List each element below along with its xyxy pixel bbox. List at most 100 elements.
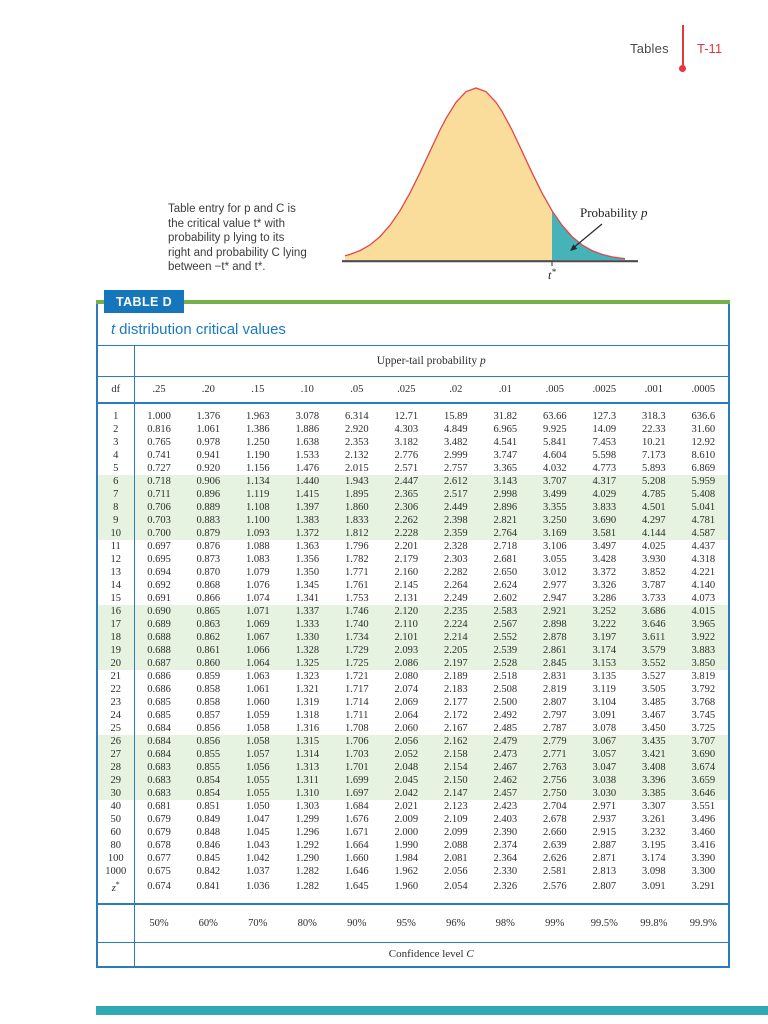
t-value-cell: 2.150 [431,774,481,787]
t-value-cell: 3.195 [641,840,666,851]
t-distribution-curve-figure: Probability p t* [342,87,648,282]
t-value-cell: 2.500 [493,697,518,708]
t-value-cell: 2.776 [394,450,419,461]
table-row: 8 0.706 0.889 1.108 1.397 1.860 2.306 2.449 2.89… [98,501,728,514]
t-value-cell: 1.036 [245,881,270,892]
t-value-cell: 0.854 [183,774,233,787]
confidence-label-row: Confidence level C [98,942,728,966]
t-value-cell: 8.610 [691,450,716,461]
df-cell: 22 [98,683,135,696]
t-value-cell: 3.850 [678,657,728,670]
t-value-cell: 2.306 [381,501,431,514]
t-value-cell: 1.721 [344,671,369,682]
df-cell: 1 [98,403,135,423]
t-value-cell: 1.328 [282,644,332,657]
t-value-cell: 2.462 [480,774,530,787]
t-star-axis-label: t* [548,267,556,282]
t-value-cell: 2.086 [381,657,431,670]
df-column-header: df [98,376,135,404]
t-value-cell: 2.262 [381,514,431,527]
table-row: 12 0.695 0.873 1.083 1.356 1.782 2.179 2.303 2.6… [98,553,728,566]
t-value-cell: 2.681 [493,554,518,565]
t-value-cell: 3.372 [592,567,617,578]
table-row: 13 0.694 0.870 1.079 1.350 1.771 2.160 2.282 2.6… [98,566,728,579]
df-cell: 4 [98,449,135,462]
t-value-cell: 2.015 [344,463,369,474]
caption-line: between −t* and t*. [168,261,266,274]
t-value-cell: 3.421 [629,748,679,761]
t-value-cell: 2.154 [431,761,481,774]
t-value-cell: 4.773 [592,463,617,474]
t-value-cell: 318.3 [641,411,666,422]
t-value-cell: 1.059 [245,710,270,721]
t-value-cell: 1.886 [295,424,320,435]
t-value-cell: 1.079 [245,567,270,578]
t-value-cell: 2.571 [394,463,419,474]
t-value-cell: 4.144 [629,527,679,540]
t-value-cell: 2.492 [493,710,518,721]
t-value-cell: 2.576 [542,881,567,892]
t-value-cell: 4.140 [691,580,716,591]
t-value-cell: 2.539 [480,644,530,657]
t-value-cell: 1.311 [282,774,332,787]
table-row: 14 0.692 0.868 1.076 1.345 1.761 2.145 2.264 2.6… [98,579,728,592]
t-value-cell: 1.083 [245,554,270,565]
t-value-cell: 1.943 [332,475,382,488]
t-value-cell: 1.323 [295,671,320,682]
t-value-cell: 2.045 [381,774,431,787]
table-row: z* 0.674 0.841 1.036 1.282 1.645 1.960 2.054 2.3… [98,878,728,904]
t-value-cell: 3.552 [629,657,679,670]
t-value-cell: 1.717 [344,684,369,695]
t-value-cell: 3.067 [579,735,629,748]
t-value-cell: 0.711 [134,488,184,501]
table-row: 17 0.689 0.863 1.069 1.333 1.740 2.110 2.224 2.5… [98,618,728,631]
t-value-cell: 6.314 [344,411,369,422]
t-value-cell: 2.235 [431,605,481,618]
t-value-cell: 0.706 [134,501,184,514]
t-value-cell: 7.173 [641,450,666,461]
t-value-cell: 0.695 [147,554,171,565]
probability-label: Probability p [580,205,648,220]
t-value-cell: 1.990 [394,840,419,851]
t-value-cell: 3.286 [592,593,617,604]
t-value-cell: 2.000 [394,827,419,838]
t-value-cell: 2.583 [480,605,530,618]
curve-body-area [345,88,625,260]
confidence-cell: 80% [282,904,332,943]
t-value-cell: 2.160 [394,567,419,578]
confidence-cell: 99.8% [629,904,679,943]
t-value-cell: 1.771 [344,567,369,578]
df-cell: 17 [98,618,135,631]
t-value-cell: 0.859 [196,671,221,682]
t-value-cell: 1.088 [245,541,270,552]
t-value-cell: 1.313 [282,761,332,774]
t-value-cell: 0.863 [183,618,233,631]
t-value-cell: 1.050 [245,801,270,812]
t-value-cell: 1.037 [245,866,270,877]
t-value-cell: 4.032 [542,463,567,474]
t-value-cell: 0.857 [196,710,221,721]
t-value-cell: 3.385 [629,787,679,800]
t-value-cell: 2.971 [592,801,617,812]
t-value-cell: 1.729 [332,644,382,657]
t-value-cell: 1.676 [344,814,369,825]
t-value-cell: 2.214 [431,631,481,644]
df-cell: 2 [98,423,135,436]
t-value-cell: 3.055 [542,554,567,565]
table-row: 10 0.700 0.879 1.093 1.372 1.812 2.228 2.359 2.7… [98,527,728,540]
t-value-cell: 3.485 [641,697,666,708]
df-cell: 24 [98,709,135,722]
t-value-cell: 5.208 [629,475,679,488]
t-value-cell: 4.781 [678,514,728,527]
t-value-cell: 2.819 [542,684,567,695]
t-value-cell: 1.134 [233,475,283,488]
t-value-cell: 2.326 [493,881,518,892]
t-value-cell: 3.222 [579,618,629,631]
t-value-cell: 1.071 [233,605,283,618]
df-cell: 30 [98,787,135,800]
t-value-cell: 2.110 [381,618,431,631]
df-cell: 25 [98,722,135,735]
t-value-cell: 0.765 [147,437,171,448]
t-value-cell: 1.250 [245,437,270,448]
t-value-cell: 10.21 [641,437,666,448]
